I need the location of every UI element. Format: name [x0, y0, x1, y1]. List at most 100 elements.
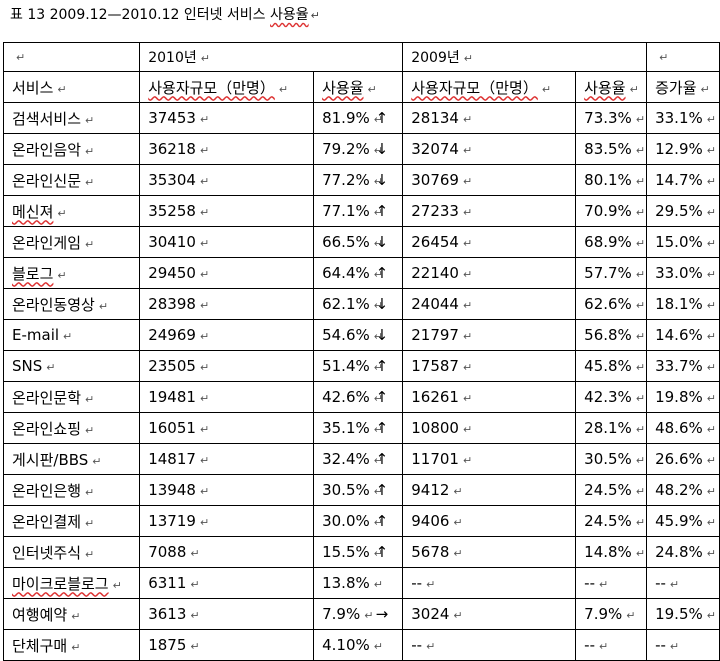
service-cell: E-mail ↵: [2, 319, 141, 351]
rate-2009-cell-text: 42.3%: [584, 388, 632, 406]
service-cell: 마이크로블로그 ↵: [2, 567, 141, 599]
growth-cell: 48.2% ↵: [646, 474, 720, 506]
service-cell: 온라인쇼핑 ↵: [2, 412, 141, 444]
table-body: ↵ 2010년 ↵ 2009년 ↵ ↵ 서비스 ↵ 사용자규모（만명） ↵ 사용율 ↵ 사…: [2, 42, 720, 661]
rate-2009-cell-text: 7.9%: [584, 605, 623, 623]
paragraph-mark-icon: ↵: [373, 578, 383, 591]
trend-arrow-icon: ↑: [375, 512, 389, 530]
service-cell: 온라인동영상 ↵: [2, 288, 141, 320]
rate-2009-cell-text: 62.6%: [584, 295, 632, 313]
table-row: 검색서비스 ↵ 37453 ↵ 81.9% ↑ ↵ 28134 ↵ 73.3% ↵ 33.1% ↵: [2, 102, 720, 134]
paragraph-mark-icon: ↵: [373, 237, 383, 250]
rate-2009-cell: 56.8% ↵: [575, 319, 648, 351]
users-2009-cell-text: --: [411, 636, 423, 654]
table-row: 온라인신문 ↵ 35304 ↵ 77.2% ↓ ↵ 30769 ↵ 80.1% ↵ 14.7% ↵: [2, 164, 720, 196]
service-cell: 온라인문학 ↵: [2, 381, 141, 413]
service-cell: 온라인음악 ↵: [2, 133, 141, 165]
users-2010-cell: 37453 ↵: [139, 102, 315, 134]
paragraph-mark-icon: ↵: [199, 299, 210, 312]
rate-2009-cell-text: 83.5%: [584, 140, 632, 158]
paragraph-mark-icon: ↵: [199, 268, 210, 281]
growth-cell-text: 12.9%: [655, 140, 703, 158]
rate-2010-cell: 4.10% ↵: [313, 629, 404, 661]
users-2009-cell-text: 26454: [411, 233, 459, 251]
service-cell: 단체구매 ↵: [2, 629, 141, 661]
rate-2010-cell: 79.2% ↓ ↵: [313, 133, 404, 165]
paragraph-mark-icon: ↵: [190, 578, 200, 591]
rate-2009-cell-text: 80.1%: [584, 171, 632, 189]
paragraph-mark-icon: ↵: [635, 485, 646, 498]
users-2009-cell: 24044 ↵: [402, 288, 577, 320]
users-2010-cell-text: 28398: [148, 295, 196, 313]
users-2010-cell: 14817 ↵: [139, 443, 315, 475]
trend-arrow-icon: ↑: [375, 109, 389, 127]
growth-cell-text: 45.9%: [655, 512, 703, 530]
rate-2010-cell: 77.1% ↑ ↵: [313, 195, 404, 227]
users-2009-cell: 27233 ↵: [402, 195, 577, 227]
rate-2010-cell: 62.1% ↓ ↵: [313, 288, 404, 320]
table-row: 게시판/BBS ↵ 14817 ↵ 32.4% ↑ ↵ 11701 ↵ 30.5% ↵ 26.6% ↵: [2, 443, 720, 475]
growth-cell-text: 19.8%: [655, 388, 703, 406]
users-2010-cell: 35304 ↵: [139, 164, 315, 196]
rate-2009-cell-text: 57.7%: [584, 264, 632, 282]
growth-cell: 15.0% ↵: [646, 226, 720, 258]
table-row: 온라인문학 ↵ 19481 ↵ 42.6% ↑ ↵ 16261 ↵ 42.3% ↵ 19.8% ↵: [2, 381, 720, 413]
growth-cell: 24.8% ↵: [646, 536, 720, 568]
paragraph-mark-icon: ↵: [98, 299, 109, 313]
users-2009-cell: 9412 ↵: [402, 474, 577, 506]
paragraph-mark-icon: ↵: [373, 268, 383, 281]
table-row: 온라인쇼핑 ↵ 16051 ↵ 35.1% ↑ ↵ 10800 ↵ 28.1% ↵ 48.6% ↵: [2, 412, 720, 444]
service-cell-text: 여행예약: [12, 605, 68, 624]
paragraph-mark-icon: ↵: [453, 516, 463, 529]
users-2010-cell-text: 7088: [148, 543, 187, 561]
users-2009-cell: 10800 ↵: [402, 412, 577, 444]
users-2010-cell: 36218 ↵: [139, 133, 315, 165]
users-2010-cell: 13948 ↵: [139, 474, 315, 506]
paragraph-mark-icon: ↵: [85, 113, 95, 127]
users-2009-cell-text: 22140: [411, 264, 459, 282]
paragraph-mark-icon: ↵: [635, 516, 646, 529]
trend-arrow-icon: ↑: [375, 357, 389, 375]
paragraph-mark-icon: ↵: [706, 423, 716, 436]
users-2009-cell-text: 17587: [411, 357, 459, 375]
rate-2009-cell-text: 45.8%: [584, 357, 632, 375]
paragraph-mark-icon: ↵: [85, 423, 95, 437]
paragraph-mark-icon: ↵: [626, 609, 636, 622]
paragraph-mark-icon: ↵: [462, 206, 473, 219]
rate-2009-cell-text: 73.3%: [584, 109, 632, 127]
rate-2009-cell-text: 14.8%: [584, 543, 632, 561]
table-caption: 표 13 2009.12—2010.12 인터넷 서비스 사용율 ↵: [10, 4, 320, 24]
column-header-service: 서비스 ↵: [2, 71, 141, 103]
paragraph-mark-icon: ↵: [373, 144, 383, 157]
users-2010-cell: 1875 ↵: [139, 629, 315, 661]
users-2009-cell-text: 30769: [411, 171, 459, 189]
growth-cell-text: 29.5%: [655, 202, 703, 220]
paragraph-mark-icon: ↵: [635, 454, 646, 467]
table-row: 블로그 ↵ 29450 ↵ 64.4% ↑ ↵ 22140 ↵ 57.7% ↵ 33.0% ↵: [2, 257, 720, 289]
rate-2010-cell: 51.4% ↑ ↵: [313, 350, 404, 382]
trend-arrow-icon: ↓: [375, 140, 389, 158]
rate-2010-cell: 42.6% ↑ ↵: [313, 381, 404, 413]
service-cell-text: 온라인쇼핑: [12, 419, 82, 438]
rate-2009-cell-text: 24.5%: [584, 512, 632, 530]
paragraph-mark-icon: ↵: [706, 268, 716, 281]
rate-2009-cell: 70.9% ↵: [575, 195, 648, 227]
rate-2009-cell: 7.9% ↵: [575, 598, 648, 630]
paragraph-mark-icon: ↵: [453, 547, 463, 560]
users-2010-cell-text: 23505: [148, 357, 196, 375]
paragraph-mark-icon: ↵: [71, 640, 81, 654]
paragraph-mark-icon: ↵: [199, 330, 210, 343]
paragraph-mark-icon: ↵: [462, 144, 473, 157]
users-2009-cell: 22140 ↵: [402, 257, 577, 289]
rate-2010-cell-text: 13.8%: [322, 574, 370, 592]
rate-2010-cell-text: 54.6%: [322, 326, 370, 344]
trend-arrow-icon: ↑: [375, 202, 389, 220]
growth-cell-text: 48.2%: [655, 481, 703, 499]
growth-cell-text: 33.0%: [655, 264, 703, 282]
paragraph-mark-icon: ↵: [706, 547, 716, 560]
users-2010-cell: 29450 ↵: [139, 257, 315, 289]
service-cell: 온라인게임 ↵: [2, 226, 141, 258]
growth-cell: 14.6% ↵: [646, 319, 720, 351]
paragraph-mark-icon: ↵: [706, 361, 716, 374]
rate-2010-cell-text: 77.2%: [322, 171, 370, 189]
